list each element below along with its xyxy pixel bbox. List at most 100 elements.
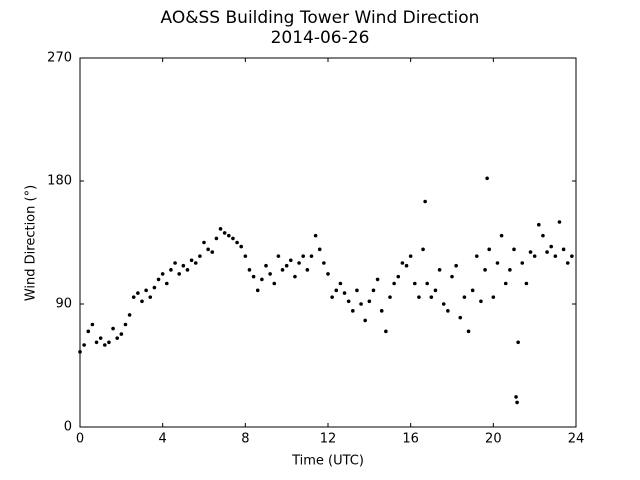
data-point [301, 254, 306, 258]
x-tick-label: 0 [76, 432, 84, 447]
data-point [140, 299, 144, 304]
data-point [334, 288, 339, 293]
x-tick-label: 16 [402, 432, 419, 447]
data-point [206, 247, 210, 252]
data-point [367, 299, 372, 304]
data-point [458, 315, 463, 320]
data-point [214, 236, 219, 241]
data-point [485, 176, 489, 181]
data-point [363, 318, 368, 323]
data-point [475, 254, 479, 258]
data-point [392, 281, 396, 286]
data-point [545, 250, 549, 254]
data-point [487, 247, 492, 252]
data-point [346, 299, 351, 304]
data-point [512, 247, 516, 252]
data-point [446, 309, 450, 313]
data-point [565, 261, 570, 265]
x-tick-label: 8 [241, 432, 249, 447]
data-point [379, 309, 384, 313]
data-point [499, 233, 504, 238]
data-point [243, 254, 248, 258]
data-point [239, 244, 243, 249]
data-point [148, 295, 153, 299]
data-point [313, 233, 318, 238]
data-point [413, 281, 417, 286]
data-point [165, 281, 169, 286]
data-point [289, 258, 293, 263]
data-point [342, 291, 347, 295]
x-tick-label: 4 [159, 432, 167, 447]
data-point [280, 268, 285, 272]
data-point [330, 295, 334, 299]
data-point [305, 268, 310, 272]
data-point [297, 261, 301, 265]
data-point [189, 258, 194, 263]
data-point [152, 285, 157, 290]
data-point [466, 329, 471, 334]
y-tick-label: 270 [47, 51, 72, 66]
data-point [272, 281, 277, 286]
data-point [156, 277, 161, 282]
data-point [127, 313, 132, 317]
plot-frame [79, 57, 577, 428]
data-point [338, 281, 343, 286]
data-point [408, 254, 413, 258]
data-point [437, 268, 442, 272]
data-point [524, 281, 529, 286]
data-point [371, 288, 376, 293]
data-point [561, 247, 566, 252]
data-point [423, 199, 427, 204]
data-point [400, 261, 405, 265]
data-point [247, 268, 252, 272]
data-point [136, 291, 140, 295]
data-point [173, 261, 177, 265]
y-tick-label: 180 [47, 174, 72, 189]
data-point [322, 261, 326, 265]
data-point [384, 329, 388, 334]
data-point [441, 302, 446, 306]
y-axis-label: Wind Direction (°) [24, 185, 39, 301]
data-point [479, 299, 483, 304]
data-point [98, 336, 103, 340]
data-point [433, 288, 438, 293]
data-point [103, 343, 107, 347]
data-point [222, 231, 227, 235]
data-point [537, 222, 541, 227]
data-point [309, 254, 314, 258]
data-point [185, 268, 190, 272]
data-point [181, 263, 186, 268]
data-point [317, 247, 322, 252]
data-point [508, 268, 512, 272]
data-point [198, 254, 202, 258]
data-point [491, 295, 496, 299]
data-point [570, 254, 574, 258]
data-point [276, 254, 281, 258]
data-point [326, 272, 330, 276]
data-point [193, 261, 198, 265]
data-point [260, 277, 264, 282]
data-point [359, 302, 363, 306]
data-point [94, 340, 99, 345]
data-point [177, 272, 181, 276]
data-point [351, 309, 355, 313]
data-point [495, 261, 500, 265]
data-point [111, 326, 115, 331]
data-point [417, 295, 421, 299]
data-point [503, 281, 508, 286]
data-point [235, 240, 239, 245]
data-point [514, 395, 518, 399]
data-point [549, 244, 553, 249]
data-point [255, 288, 260, 293]
data-point [470, 288, 475, 293]
data-point [90, 322, 95, 327]
data-point [119, 332, 124, 336]
data-point [532, 254, 537, 258]
data-point [169, 268, 173, 272]
data-point [123, 322, 128, 327]
data-point [115, 336, 119, 340]
data-point [429, 295, 434, 299]
data-point [144, 288, 148, 293]
y-tick-label: 0 [64, 420, 72, 435]
